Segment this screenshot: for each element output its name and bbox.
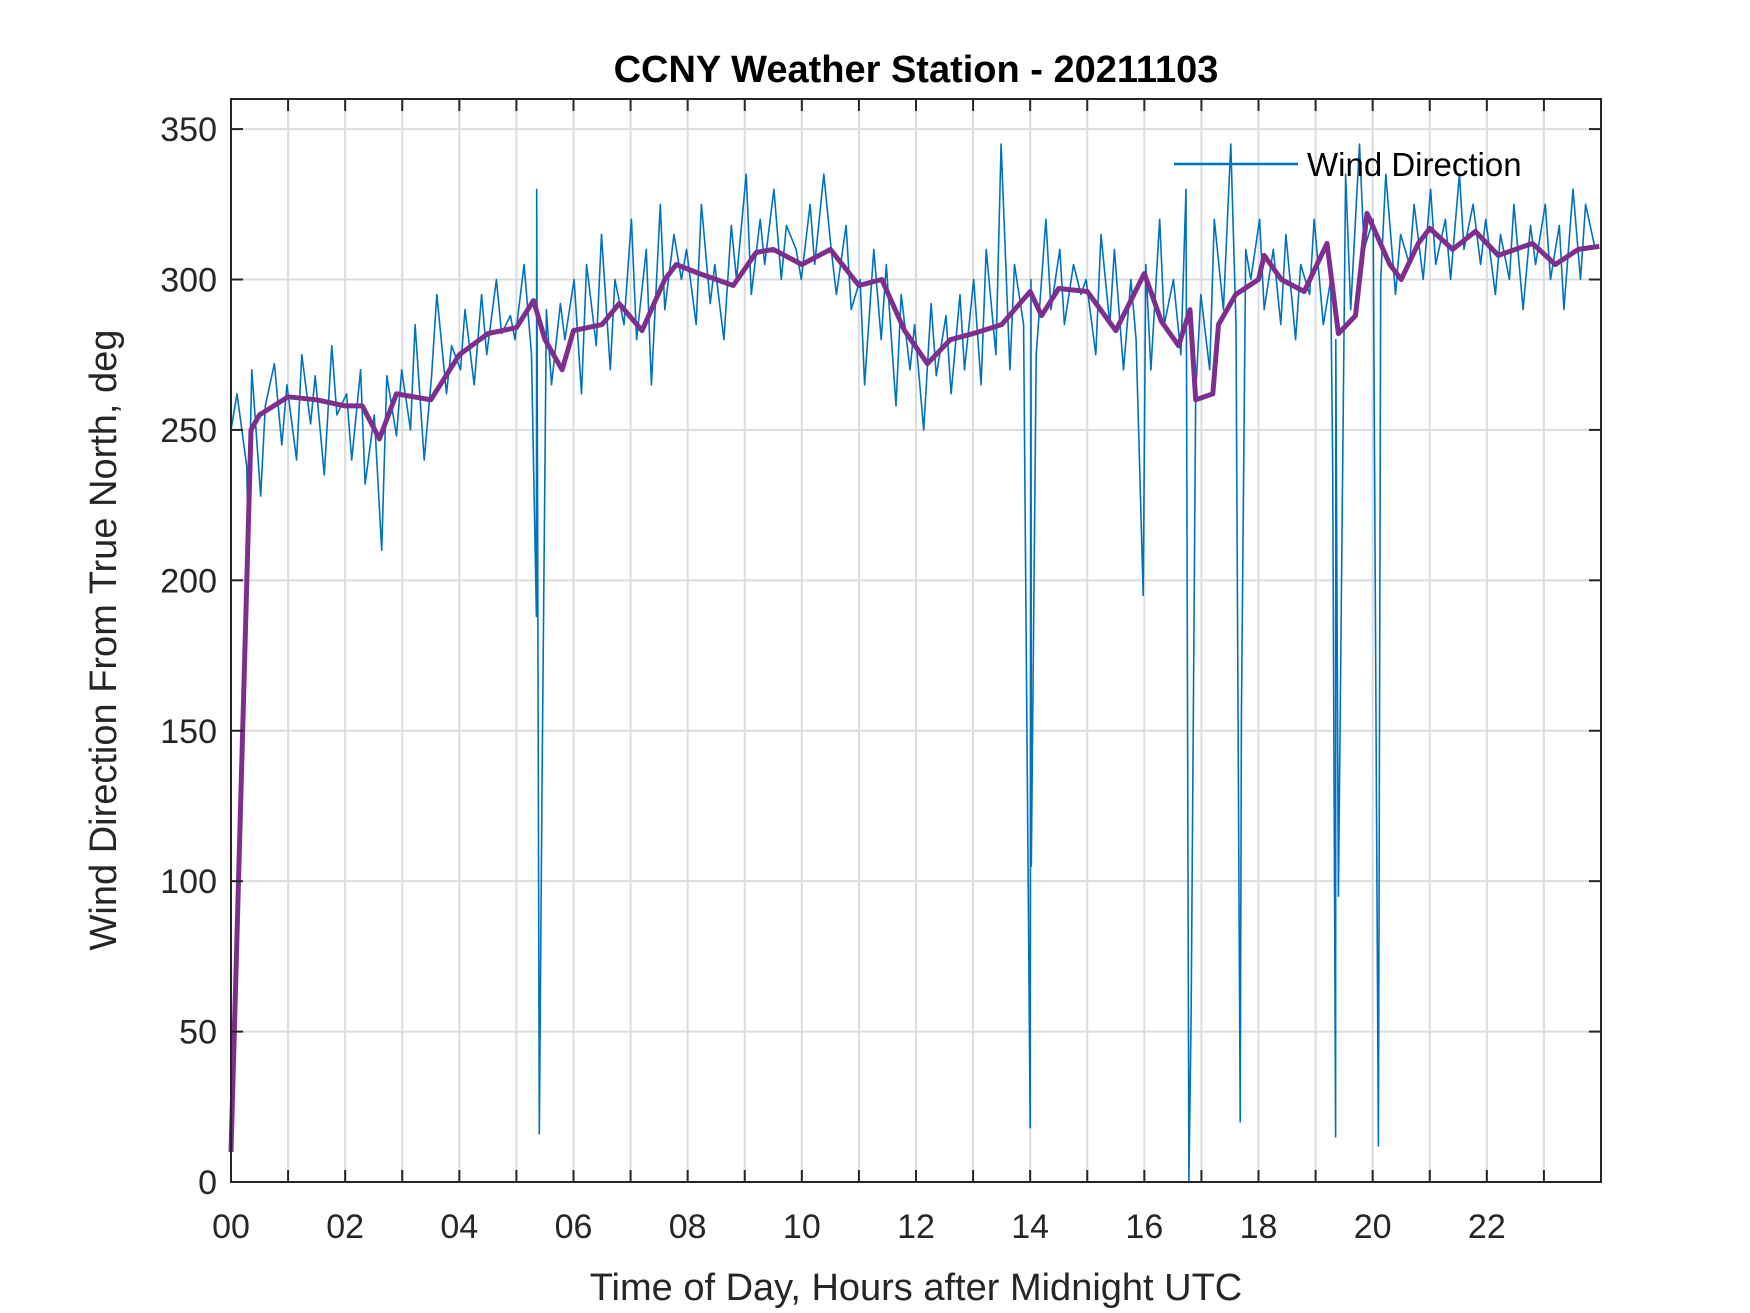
- wind-direction-series: [230, 143, 1597, 1183]
- smoothed-line: [228, 210, 1600, 1152]
- y-tick-label: 200: [160, 562, 217, 600]
- y-tick-label: 350: [160, 111, 217, 149]
- x-tick-label: 06: [555, 1208, 593, 1246]
- x-tick-label: 10: [783, 1208, 821, 1246]
- x-tick-labels: 00 02 04 06 08 10 12 14 16 18 20 22: [212, 1208, 1506, 1246]
- x-tick-label: 16: [1125, 1208, 1163, 1246]
- smoothed-series: [228, 210, 1600, 1152]
- legend-label: Wind Direction: [1307, 146, 1522, 183]
- y-tick-label: 50: [179, 1014, 217, 1052]
- x-tick-label: 18: [1240, 1208, 1278, 1246]
- x-tick-label: 14: [1011, 1208, 1049, 1246]
- legend: Wind Direction: [1174, 146, 1522, 183]
- grid: [231, 99, 1601, 1182]
- x-tick-label: 00: [212, 1208, 250, 1246]
- y-tick-label: 300: [160, 262, 217, 300]
- y-tick-label: 100: [160, 863, 217, 901]
- x-tick-label: 02: [326, 1208, 364, 1246]
- y-axis-label: Wind Direction From True North, deg: [83, 330, 125, 951]
- y-tick-label: 250: [160, 412, 217, 450]
- y-tick-labels: 0 50 100 150 200 250 300 350: [160, 111, 217, 1202]
- x-axis-label: Time of Day, Hours after Midnight UTC: [590, 1267, 1243, 1309]
- chart-title: CCNY Weather Station - 20211103: [614, 49, 1219, 91]
- x-tick-label: 20: [1354, 1208, 1392, 1246]
- ticks: [231, 99, 1601, 1183]
- x-tick-label: 08: [669, 1208, 707, 1246]
- x-tick-label: 04: [440, 1208, 478, 1246]
- y-tick-label: 0: [198, 1164, 217, 1202]
- y-tick-label: 150: [160, 713, 217, 751]
- x-tick-label: 12: [897, 1208, 935, 1246]
- x-tick-label: 22: [1468, 1208, 1506, 1246]
- wind-direction-line: [230, 143, 1597, 1183]
